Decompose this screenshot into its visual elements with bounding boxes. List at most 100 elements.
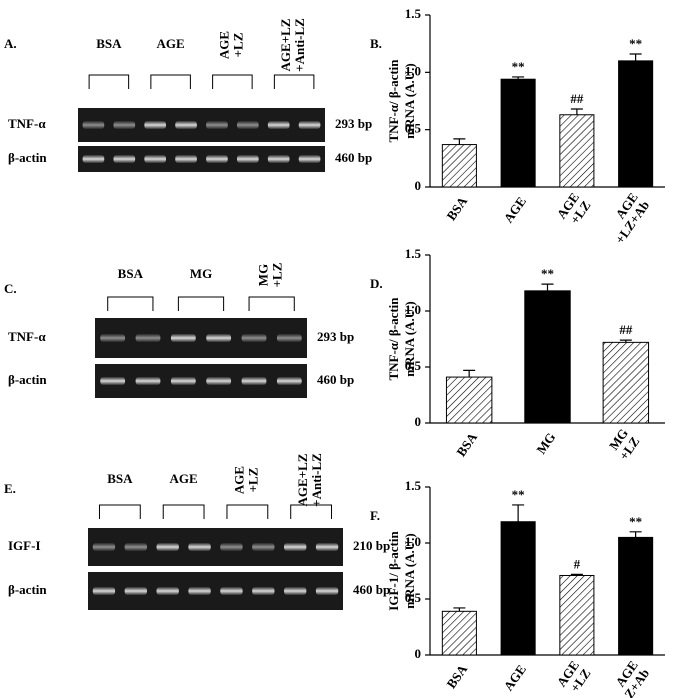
x-tick-label: MG xyxy=(533,430,558,457)
gel-band xyxy=(237,155,259,163)
error-bar xyxy=(570,573,583,576)
significance-label: ** xyxy=(512,487,525,502)
gel-band xyxy=(276,377,302,385)
band-size: 293 bp xyxy=(317,329,354,344)
gel-band xyxy=(170,334,196,342)
bar xyxy=(618,536,654,656)
error-bar xyxy=(629,531,642,538)
lane-bracket xyxy=(290,504,333,519)
significance-label: ** xyxy=(512,59,525,74)
x-tick-label: AGE+LZ xyxy=(554,190,594,230)
y-tick-label: 1.0 xyxy=(405,63,421,78)
gel-band xyxy=(206,155,228,163)
gel-band xyxy=(100,334,126,342)
y-tick-label: 1.0 xyxy=(405,534,421,549)
bar xyxy=(602,341,650,424)
x-tick-label: BSA xyxy=(443,661,470,691)
lane-bracket xyxy=(212,74,253,89)
gel-band xyxy=(241,334,267,342)
gel-band xyxy=(206,334,232,342)
lane-bracket xyxy=(248,296,295,311)
bar xyxy=(559,114,595,188)
gel-band xyxy=(82,121,105,129)
band-size: 293 bp xyxy=(335,116,372,131)
significance-label: ** xyxy=(629,514,642,529)
gel-band xyxy=(175,155,197,163)
panel-label: D. xyxy=(370,276,383,291)
gel-band xyxy=(188,587,211,595)
gel-band xyxy=(135,377,161,385)
x-tick-label: MG+LZ xyxy=(605,426,643,463)
x-tick-label: AGE+LZ+Ab xyxy=(601,658,653,698)
x-tick-label: BSA xyxy=(453,429,480,459)
gel-band xyxy=(237,121,259,129)
y-tick-label: 1.5 xyxy=(405,246,422,261)
gel-band xyxy=(315,587,339,595)
row-label: β-actin xyxy=(8,582,47,597)
y-tick-label: 1.5 xyxy=(405,6,422,21)
y-tick-label: 0.5 xyxy=(405,590,422,605)
bar xyxy=(441,610,477,656)
significance-label: # xyxy=(574,556,581,571)
gel-band xyxy=(144,121,166,129)
error-bar xyxy=(541,283,554,291)
gel-band xyxy=(315,543,339,551)
gel-band xyxy=(220,543,243,551)
bar xyxy=(524,290,571,424)
bar xyxy=(559,574,595,656)
gel-band xyxy=(124,543,147,551)
gel-band xyxy=(113,155,136,163)
error-bar xyxy=(453,138,466,145)
lane-group-label: MG xyxy=(190,266,212,281)
panel-label: E. xyxy=(4,481,16,496)
panel-label: F. xyxy=(370,508,380,523)
y-axis-label: IGF-1/ β-actin xyxy=(386,531,401,611)
lane-group-label: AGE+LZ xyxy=(231,466,260,494)
gel-band xyxy=(144,155,166,163)
panel-label: B. xyxy=(370,36,382,51)
gel-band xyxy=(170,377,196,385)
y-tick-label: 0 xyxy=(415,178,422,193)
y-axis-label: mRNA (A.U.) xyxy=(402,301,417,376)
gel-band xyxy=(252,543,275,551)
gel-image xyxy=(95,364,307,398)
bar xyxy=(500,521,536,656)
gel-band xyxy=(135,334,161,342)
gel-band xyxy=(252,587,275,595)
panel-label: C. xyxy=(4,281,17,296)
lane-bracket xyxy=(107,296,154,311)
row-label: β-actin xyxy=(8,372,47,387)
row-label: TNF-α xyxy=(8,329,46,344)
gel-band xyxy=(206,377,232,385)
gel-band xyxy=(267,121,290,129)
gel-band xyxy=(175,121,197,129)
bar xyxy=(500,78,536,188)
band-size: 460 bp xyxy=(335,150,372,165)
lane-group-label: AGE+LZ+Anti-LZ xyxy=(295,453,324,507)
lane-bracket xyxy=(273,74,315,89)
gel-band xyxy=(220,587,243,595)
x-tick-label: AGE xyxy=(501,194,529,226)
lane-group-label: BSA xyxy=(118,266,144,281)
lane-bracket xyxy=(177,296,225,311)
y-tick-label: 0 xyxy=(415,646,422,661)
gel-band xyxy=(188,543,211,551)
y-tick-label: 0 xyxy=(415,414,422,429)
y-axis-label: TNF-α/ β-actin xyxy=(386,297,401,381)
x-tick-label: BSA xyxy=(443,193,470,223)
error-bar xyxy=(453,607,466,612)
row-label: β-actin xyxy=(8,150,47,165)
y-tick-label: 0.5 xyxy=(405,121,422,136)
lane-bracket xyxy=(226,504,269,519)
lane-bracket xyxy=(88,74,130,89)
lane-bracket xyxy=(150,74,191,89)
band-size: 460 bp xyxy=(353,582,390,597)
lane-bracket xyxy=(98,504,141,519)
gel-image xyxy=(95,318,307,358)
row-label: TNF-α xyxy=(8,116,46,131)
lane-group-label: AGE xyxy=(170,471,198,486)
significance-label: ** xyxy=(629,36,642,51)
gel-band xyxy=(92,543,116,551)
gel-band xyxy=(100,377,126,385)
